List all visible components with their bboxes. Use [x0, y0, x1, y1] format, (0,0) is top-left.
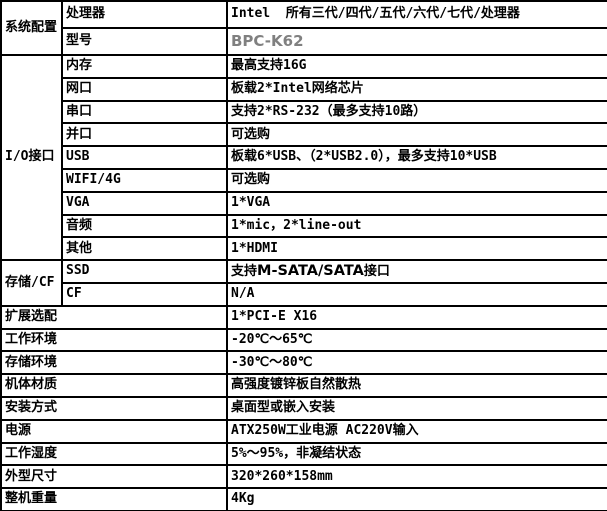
category-cell-io: I/O接口 — [0, 53, 63, 262]
table-row: 其他 1*HDMI — [1, 236, 607, 262]
table-row: 工作环境 -20℃～65℃ — [0, 327, 607, 353]
row-label-chassis-material: 机体材质 — [0, 373, 228, 398]
table-row: 网口 板载2*Intel网络芯片 — [1, 76, 607, 102]
row-label-expansion: 扩展选配 — [0, 304, 228, 330]
table-row: 电源 ATX250W工业电源 AC220V输入 — [0, 418, 607, 444]
row-value-humidity: 5%～95%，非凝结状态 — [226, 441, 607, 467]
row-value-cf: N/A — [226, 281, 607, 307]
row-label-audio: 音频 — [61, 213, 228, 239]
row-label-storage-env: 存储环境 — [0, 350, 228, 376]
table-row: WIFI/4G 可选购 — [1, 167, 607, 193]
row-value-cpu: Intel 所有三代/四代/五代/六代/七代/处理器 — [226, 0, 607, 29]
row-value-audio: 1*mic，2*line-out — [226, 213, 607, 239]
row-value-wifi: 可选购 — [226, 167, 607, 193]
table-row: 串口 支持2*RS-232（最多支持10路） — [1, 99, 607, 125]
row-label-other: 其他 — [61, 236, 228, 262]
table-row: 扩展选配 1*PCI-E X16 — [0, 304, 607, 330]
table-row: I/O接口 内存 最高支持16G — [0, 53, 607, 262]
table-row: VGA 1*VGA — [1, 190, 607, 216]
ssd-value-suffix: 接口 — [363, 263, 390, 279]
row-value-model: BPC-K62 — [226, 27, 607, 56]
row-value-ssd: 支持M-SATA/SATA接口 — [226, 259, 607, 284]
table-row: 音频 1*mic，2*line-out — [1, 213, 607, 239]
row-label-lan: 网口 — [61, 76, 228, 102]
table-row: USB 板载6*USB、（2*USB2.0），最多支持10*USB — [1, 145, 607, 170]
row-label-operating-env: 工作环境 — [0, 327, 228, 353]
row-value-serial: 支持2*RS-232（最多支持10路） — [226, 99, 607, 125]
ssd-value-prefix: 支持 — [231, 263, 258, 279]
row-label-vga: VGA — [61, 190, 228, 216]
row-value-other: 1*HDMI — [226, 236, 607, 262]
row-label-power: 电源 — [0, 418, 228, 444]
row-value-usb: 板载6*USB、（2*USB2.0），最多支持10*USB — [226, 145, 607, 170]
category-cell-storage: 存储/CF — [0, 259, 63, 307]
row-value-expansion: 1*PCI-E X16 — [226, 304, 607, 330]
ssd-interface-text: M-SATA/SATA — [257, 262, 364, 279]
row-label-serial: 串口 — [61, 99, 228, 125]
row-label-dimensions: 外型尺寸 — [0, 464, 228, 490]
row-label-weight: 整机重量 — [0, 487, 228, 511]
row-value-weight: 4Kg — [226, 487, 607, 511]
row-label-model: 型号 — [61, 27, 228, 56]
row-value-storage-env: -30℃～80℃ — [226, 350, 607, 376]
table-row: 系统配置 处理器 Intel 所有三代/四代/五代/六代/七代/处理器 — [0, 0, 607, 56]
category-cell-system: 系统配置 — [0, 0, 63, 56]
row-label-cpu: 处理器 — [61, 0, 228, 29]
row-label-parallel: 并口 — [61, 122, 228, 148]
table-row: 安装方式 桌面型或嵌入安装 — [0, 395, 607, 421]
table-row: 整机重量 4Kg — [0, 487, 607, 511]
row-label-cf: CF — [61, 281, 228, 307]
table-row: CF N/A — [1, 281, 607, 307]
row-label-wifi: WIFI/4G — [61, 167, 228, 193]
row-label-memory: 内存 — [61, 54, 228, 79]
table-row: 机体材质 高强度镀锌板自然散热 — [0, 373, 607, 398]
row-value-vga: 1*VGA — [226, 190, 607, 216]
row-value-dimensions: 320*260*158mm — [226, 464, 607, 490]
row-value-lan: 板载2*Intel网络芯片 — [226, 76, 607, 102]
row-value-chassis-material: 高强度镀锌板自然散热 — [226, 373, 607, 398]
table-row: 外型尺寸 320*260*158mm — [0, 464, 607, 490]
table-row: 工作湿度 5%～95%，非凝结状态 — [0, 441, 607, 467]
row-label-ssd: SSD — [61, 259, 228, 284]
row-value-memory: 最高支持16G — [226, 54, 607, 79]
row-value-parallel: 可选购 — [226, 122, 607, 148]
row-label-usb: USB — [61, 145, 228, 170]
row-value-operating-env: -20℃～65℃ — [226, 327, 607, 353]
row-value-mounting: 桌面型或嵌入安装 — [226, 395, 607, 421]
model-number-text: BPC-K62 — [231, 31, 304, 50]
table-row: 存储/CF SSD 支持M-SATA/SATA接口 — [0, 259, 607, 307]
table-row: 型号 BPC-K62 — [1, 27, 607, 56]
row-label-mounting: 安装方式 — [0, 395, 228, 421]
row-label-humidity: 工作湿度 — [0, 441, 228, 467]
row-value-power: ATX250W工业电源 AC220V输入 — [226, 418, 607, 444]
table-row: 存储环境 -30℃～80℃ — [0, 350, 607, 376]
table-row: 并口 可选购 — [1, 122, 607, 148]
